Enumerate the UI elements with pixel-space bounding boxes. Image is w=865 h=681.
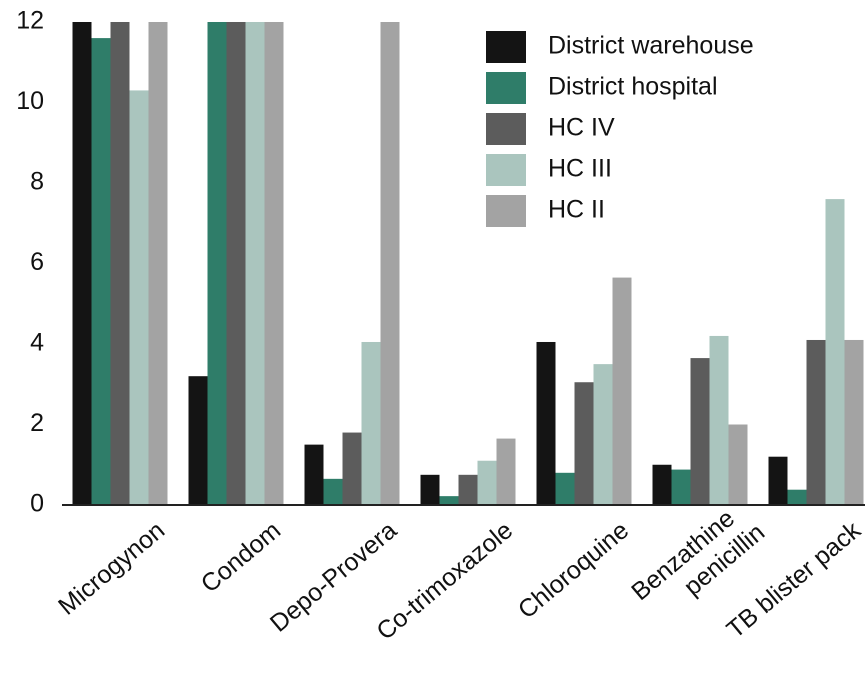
bar	[323, 478, 343, 505]
bar	[496, 438, 516, 505]
bar	[110, 22, 130, 505]
legend-label: HC IV	[548, 114, 615, 142]
x-tick-label: Microgynon	[53, 516, 170, 621]
legend-swatch	[486, 72, 526, 104]
bar	[477, 460, 497, 505]
bar	[593, 364, 613, 505]
bar	[806, 339, 826, 505]
bar	[768, 456, 788, 505]
bar	[536, 341, 556, 505]
x-tick-label: Chloroquine	[513, 516, 634, 624]
bar	[342, 432, 362, 505]
legend-swatch	[486, 154, 526, 186]
bar	[207, 22, 227, 505]
bar	[555, 472, 575, 505]
bar	[304, 444, 324, 505]
bar	[361, 341, 381, 505]
bar	[652, 464, 672, 505]
y-tick-label: 12	[16, 7, 44, 35]
legend-label: District hospital	[548, 73, 718, 101]
y-tick-label: 0	[30, 490, 44, 518]
bar	[671, 469, 691, 505]
legend-label: District warehouse	[548, 32, 754, 60]
bar	[148, 22, 168, 505]
y-tick-label: 2	[30, 409, 44, 437]
bar	[728, 424, 748, 505]
bar	[825, 199, 845, 505]
bar	[72, 22, 92, 505]
bar	[245, 22, 265, 505]
y-tick-label: 10	[16, 87, 44, 115]
legend-label: HC II	[548, 196, 605, 224]
bar	[612, 277, 632, 505]
bar	[420, 474, 440, 505]
y-tick-label: 8	[30, 168, 44, 196]
legend-swatch	[486, 195, 526, 227]
bar	[129, 90, 149, 506]
x-tick-label: Condom	[196, 516, 286, 598]
bar	[574, 382, 594, 505]
legend-swatch	[486, 31, 526, 63]
bar	[188, 376, 208, 505]
bar	[844, 339, 864, 505]
bar	[709, 335, 729, 505]
bar	[690, 358, 710, 505]
legend-label: HC III	[548, 155, 612, 183]
bar	[264, 22, 284, 505]
y-tick-label: 6	[30, 248, 44, 276]
bar	[458, 474, 478, 505]
bar	[439, 496, 459, 505]
bar	[91, 38, 111, 505]
y-tick-label: 4	[30, 329, 44, 357]
legend-swatch	[486, 113, 526, 145]
bar	[380, 22, 400, 505]
bar	[226, 22, 246, 505]
bar	[787, 489, 807, 505]
